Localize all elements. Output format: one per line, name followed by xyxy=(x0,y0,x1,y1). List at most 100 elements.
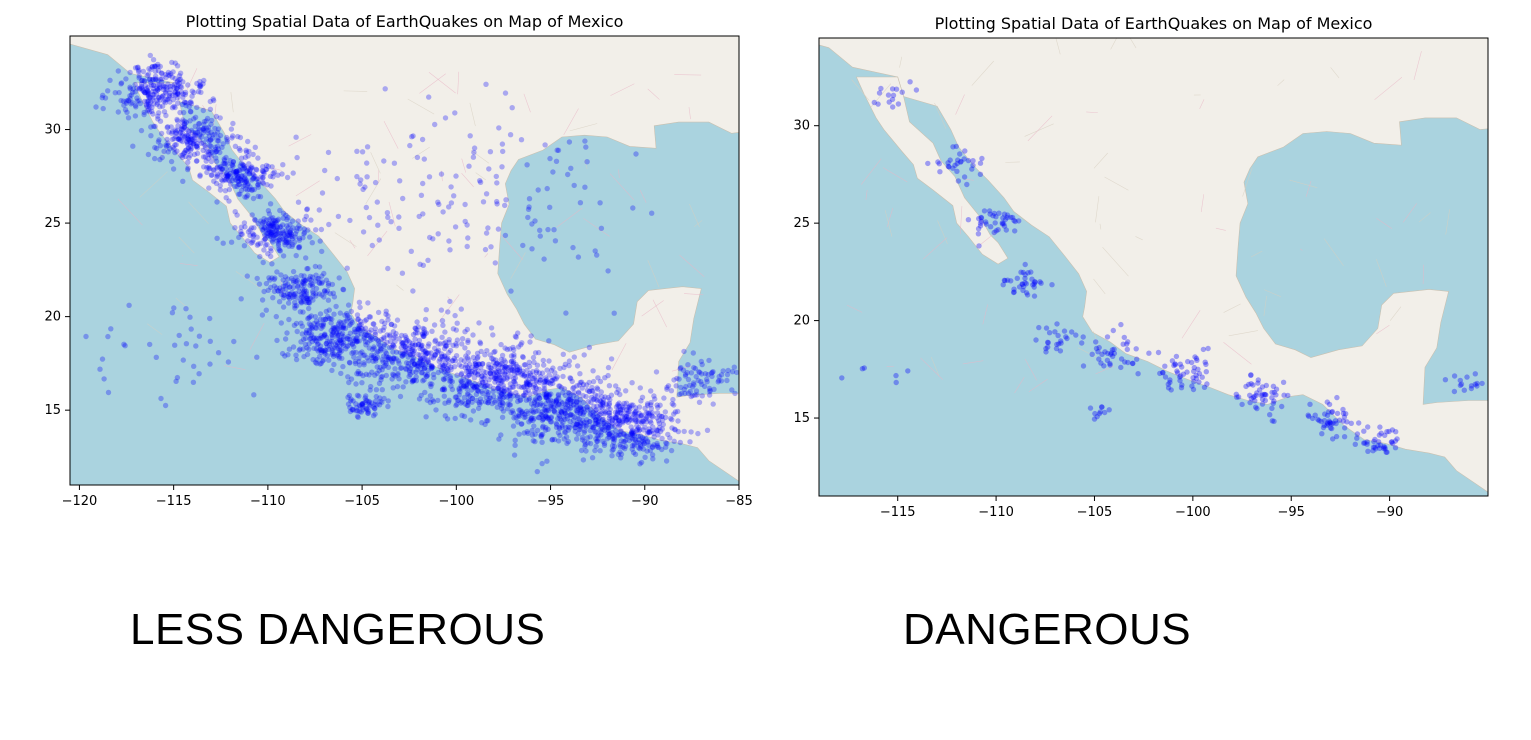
earthquake-point xyxy=(357,304,363,311)
earthquake-point xyxy=(176,332,182,339)
earthquake-point xyxy=(265,251,271,257)
earthquake-point xyxy=(548,378,555,384)
earthquake-point xyxy=(575,422,581,428)
earthquake-point xyxy=(156,137,162,143)
earthquake-point xyxy=(478,388,485,394)
earthquake-point xyxy=(889,96,896,103)
earthquake-point xyxy=(440,356,446,363)
earthquake-point xyxy=(541,407,547,413)
earthquake-point xyxy=(340,324,346,330)
earthquake-point xyxy=(567,392,573,399)
earthquake-point xyxy=(285,281,291,288)
earthquake-point xyxy=(543,394,549,400)
earthquake-point xyxy=(623,413,630,420)
earthquake-point xyxy=(351,329,358,335)
earthquake-point xyxy=(465,399,472,405)
earthquake-point xyxy=(1191,378,1197,385)
map-road xyxy=(438,294,460,322)
earthquake-point xyxy=(445,367,451,374)
earthquake-point xyxy=(354,405,360,411)
earthquake-point xyxy=(539,424,546,431)
earthquake-point xyxy=(422,353,428,359)
earthquake-point xyxy=(329,351,335,358)
earthquake-point xyxy=(161,98,167,105)
earthquake-point xyxy=(521,384,527,390)
earthquake-point xyxy=(442,339,449,345)
earthquake-point xyxy=(640,418,647,425)
earthquake-point xyxy=(464,355,471,361)
earthquake-point xyxy=(302,341,309,348)
earthquake-point xyxy=(184,132,190,139)
earthquake-point xyxy=(236,181,242,188)
earthquake-point xyxy=(403,339,409,345)
earthquake-point xyxy=(346,359,353,366)
earthquake-point xyxy=(338,370,344,377)
earthquake-point xyxy=(266,275,272,281)
earthquake-point xyxy=(439,318,446,324)
earthquake-point xyxy=(707,388,713,395)
earthquake-point xyxy=(304,277,310,283)
earthquake-point xyxy=(534,362,541,368)
earthquake-point xyxy=(422,364,428,370)
earthquake-point xyxy=(645,411,652,417)
earthquake-point xyxy=(549,437,555,443)
earthquake-point xyxy=(567,397,573,403)
earthquake-point xyxy=(631,432,637,439)
map-road xyxy=(618,169,620,178)
earthquake-point xyxy=(390,385,396,391)
earthquake-point xyxy=(493,373,499,379)
earthquake-point xyxy=(180,133,186,139)
earthquake-point xyxy=(315,320,321,327)
earthquake-point xyxy=(411,355,417,361)
earthquake-point xyxy=(622,414,628,420)
earthquake-point xyxy=(390,372,397,378)
earthquake-point xyxy=(169,310,176,316)
earthquake-point xyxy=(432,337,439,343)
earthquake-point xyxy=(266,216,272,223)
earthquake-point xyxy=(139,77,145,84)
earthquake-point xyxy=(322,347,328,353)
earthquake-point xyxy=(601,421,607,427)
earthquake-point xyxy=(691,365,697,371)
earthquake-point xyxy=(554,421,560,428)
earthquake-point xyxy=(443,371,449,377)
earthquake-point xyxy=(149,64,155,70)
earthquake-point xyxy=(381,336,387,342)
earthquake-point xyxy=(495,385,501,392)
earthquake-point xyxy=(150,95,156,101)
earthquake-point xyxy=(573,408,579,414)
earthquake-point xyxy=(581,429,587,436)
earthquake-point xyxy=(362,331,368,338)
earthquake-point xyxy=(192,131,198,137)
earthquake-point xyxy=(542,404,549,411)
earthquake-point xyxy=(682,373,689,379)
earthquake-point xyxy=(528,417,534,424)
earthquake-point xyxy=(414,319,420,325)
earthquake-point xyxy=(204,149,210,155)
earthquake-point xyxy=(426,174,433,180)
earthquake-point xyxy=(494,375,500,382)
earthquake-point xyxy=(494,360,500,366)
earthquake-point xyxy=(402,347,408,354)
earthquake-point xyxy=(432,353,438,359)
earthquake-point xyxy=(1472,371,1478,377)
earthquake-point xyxy=(647,428,653,435)
earthquake-point xyxy=(152,88,159,95)
earthquake-point xyxy=(301,353,307,360)
earthquake-point xyxy=(425,358,431,364)
earthquake-point xyxy=(975,226,982,232)
earthquake-point xyxy=(496,374,502,380)
earthquake-point xyxy=(356,393,362,399)
earthquake-point xyxy=(268,232,274,238)
earthquake-point xyxy=(477,340,484,347)
earthquake-point xyxy=(232,169,239,175)
earthquake-point xyxy=(536,414,542,421)
earthquake-point xyxy=(609,453,615,459)
earthquake-point xyxy=(505,369,512,375)
earthquake-point xyxy=(350,349,357,355)
earthquake-point xyxy=(175,123,181,129)
earthquake-point xyxy=(283,286,289,292)
earthquake-point xyxy=(374,199,380,205)
map-road xyxy=(367,230,388,257)
earthquake-point xyxy=(407,142,413,149)
